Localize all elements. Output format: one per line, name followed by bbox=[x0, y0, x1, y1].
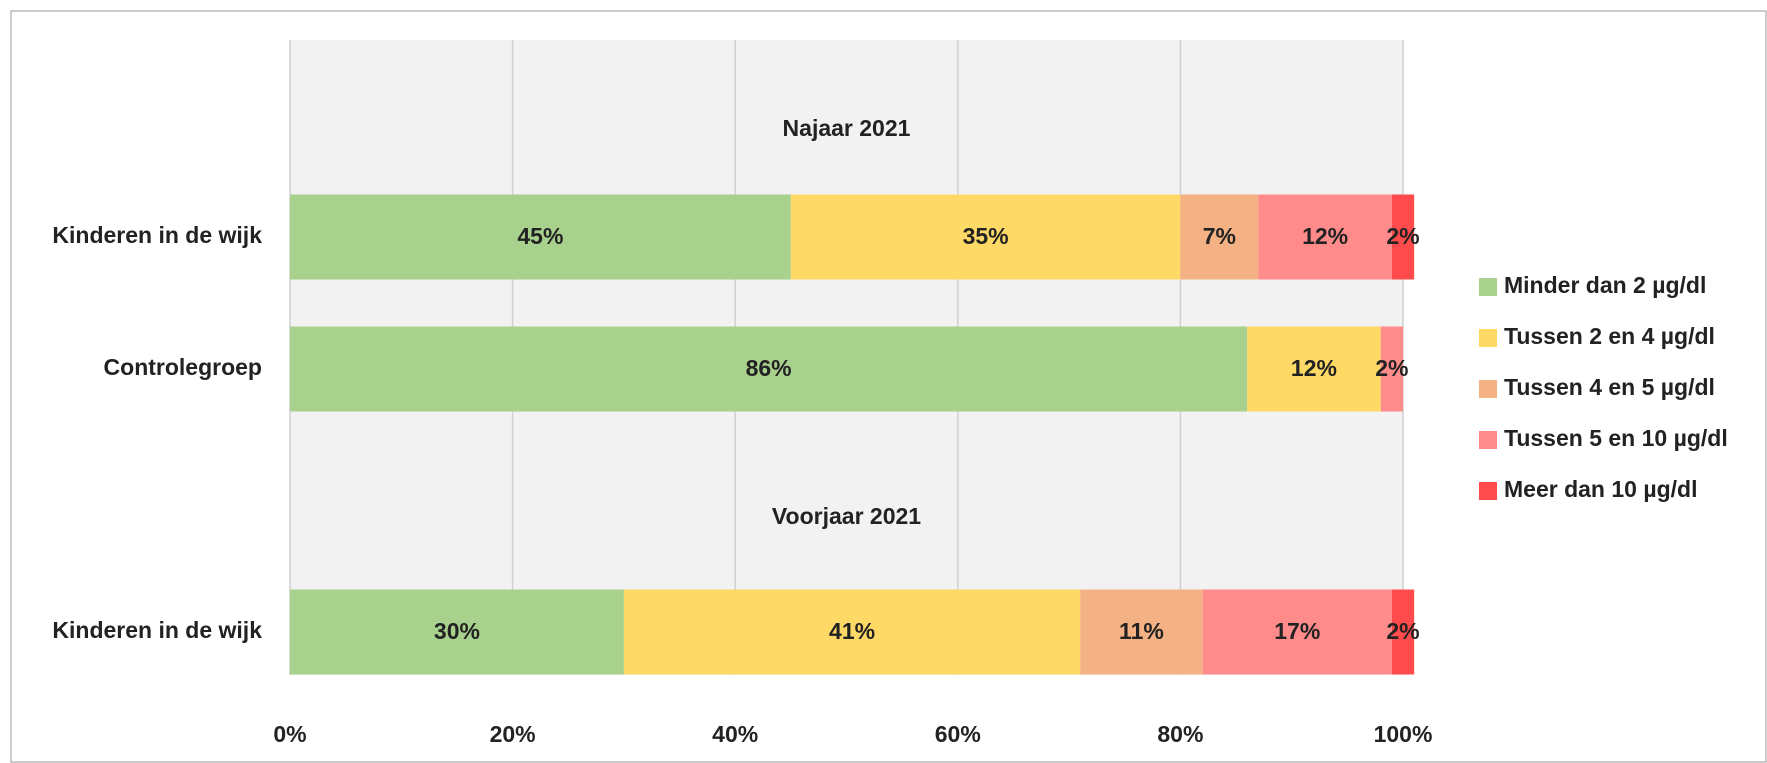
value-label: 45% bbox=[517, 223, 563, 249]
value-label: 11% bbox=[1119, 618, 1164, 644]
bar-segment bbox=[623, 589, 1081, 675]
legend-label: Meer dan 10 µg/dl bbox=[1504, 476, 1697, 502]
legend-swatch bbox=[1479, 329, 1497, 347]
legend-swatch bbox=[1479, 380, 1497, 398]
legend-label: Minder dan 2 µg/dl bbox=[1504, 272, 1706, 298]
x-tick-label: 80% bbox=[1157, 721, 1203, 747]
x-tick-label: 0% bbox=[273, 721, 306, 747]
bar-segment bbox=[1258, 194, 1392, 280]
legend-swatch bbox=[1479, 482, 1497, 500]
value-label: 2% bbox=[1386, 618, 1419, 644]
bar-segment bbox=[1391, 589, 1415, 675]
bar-segment bbox=[1391, 194, 1415, 280]
value-label: 2% bbox=[1375, 355, 1408, 381]
value-label: 12% bbox=[1302, 223, 1348, 249]
legend-label: Tussen 2 en 4 µg/dl bbox=[1504, 323, 1715, 349]
value-label: 2% bbox=[1386, 223, 1419, 249]
y-tick-label: Controlegroep bbox=[104, 354, 262, 380]
bar-segment bbox=[790, 194, 1181, 280]
bar-segment bbox=[1080, 589, 1203, 675]
group-label: Voorjaar 2021 bbox=[772, 503, 921, 529]
y-tick-label: Kinderen in de wijk bbox=[52, 222, 262, 248]
bar-segment bbox=[290, 326, 1248, 412]
bar-segment bbox=[1247, 326, 1381, 412]
x-tick-label: 20% bbox=[490, 721, 536, 747]
y-tick-label: Kinderen in de wijk bbox=[52, 617, 262, 643]
x-tick-label: 60% bbox=[935, 721, 981, 747]
x-tick-label: 100% bbox=[1374, 721, 1433, 747]
legend-swatch bbox=[1479, 431, 1497, 449]
value-label: 12% bbox=[1291, 355, 1337, 381]
legend-swatch bbox=[1479, 278, 1497, 296]
value-label: 17% bbox=[1274, 618, 1320, 644]
bar-segment bbox=[290, 589, 624, 675]
value-label: 30% bbox=[434, 618, 480, 644]
bar-segment bbox=[1202, 589, 1392, 675]
legend-label: Tussen 4 en 5 µg/dl bbox=[1504, 374, 1715, 400]
bar-segment bbox=[290, 194, 791, 280]
x-tick-label: 40% bbox=[712, 721, 758, 747]
value-label: 86% bbox=[746, 355, 792, 381]
legend-label: Tussen 5 en 10 µg/dl bbox=[1504, 425, 1728, 451]
bar-segment bbox=[1380, 326, 1403, 412]
value-label: 35% bbox=[963, 223, 1009, 249]
group-label: Najaar 2021 bbox=[783, 115, 911, 141]
value-label: 7% bbox=[1203, 223, 1236, 249]
value-label: 41% bbox=[829, 618, 875, 644]
bar-segment bbox=[1180, 194, 1259, 280]
